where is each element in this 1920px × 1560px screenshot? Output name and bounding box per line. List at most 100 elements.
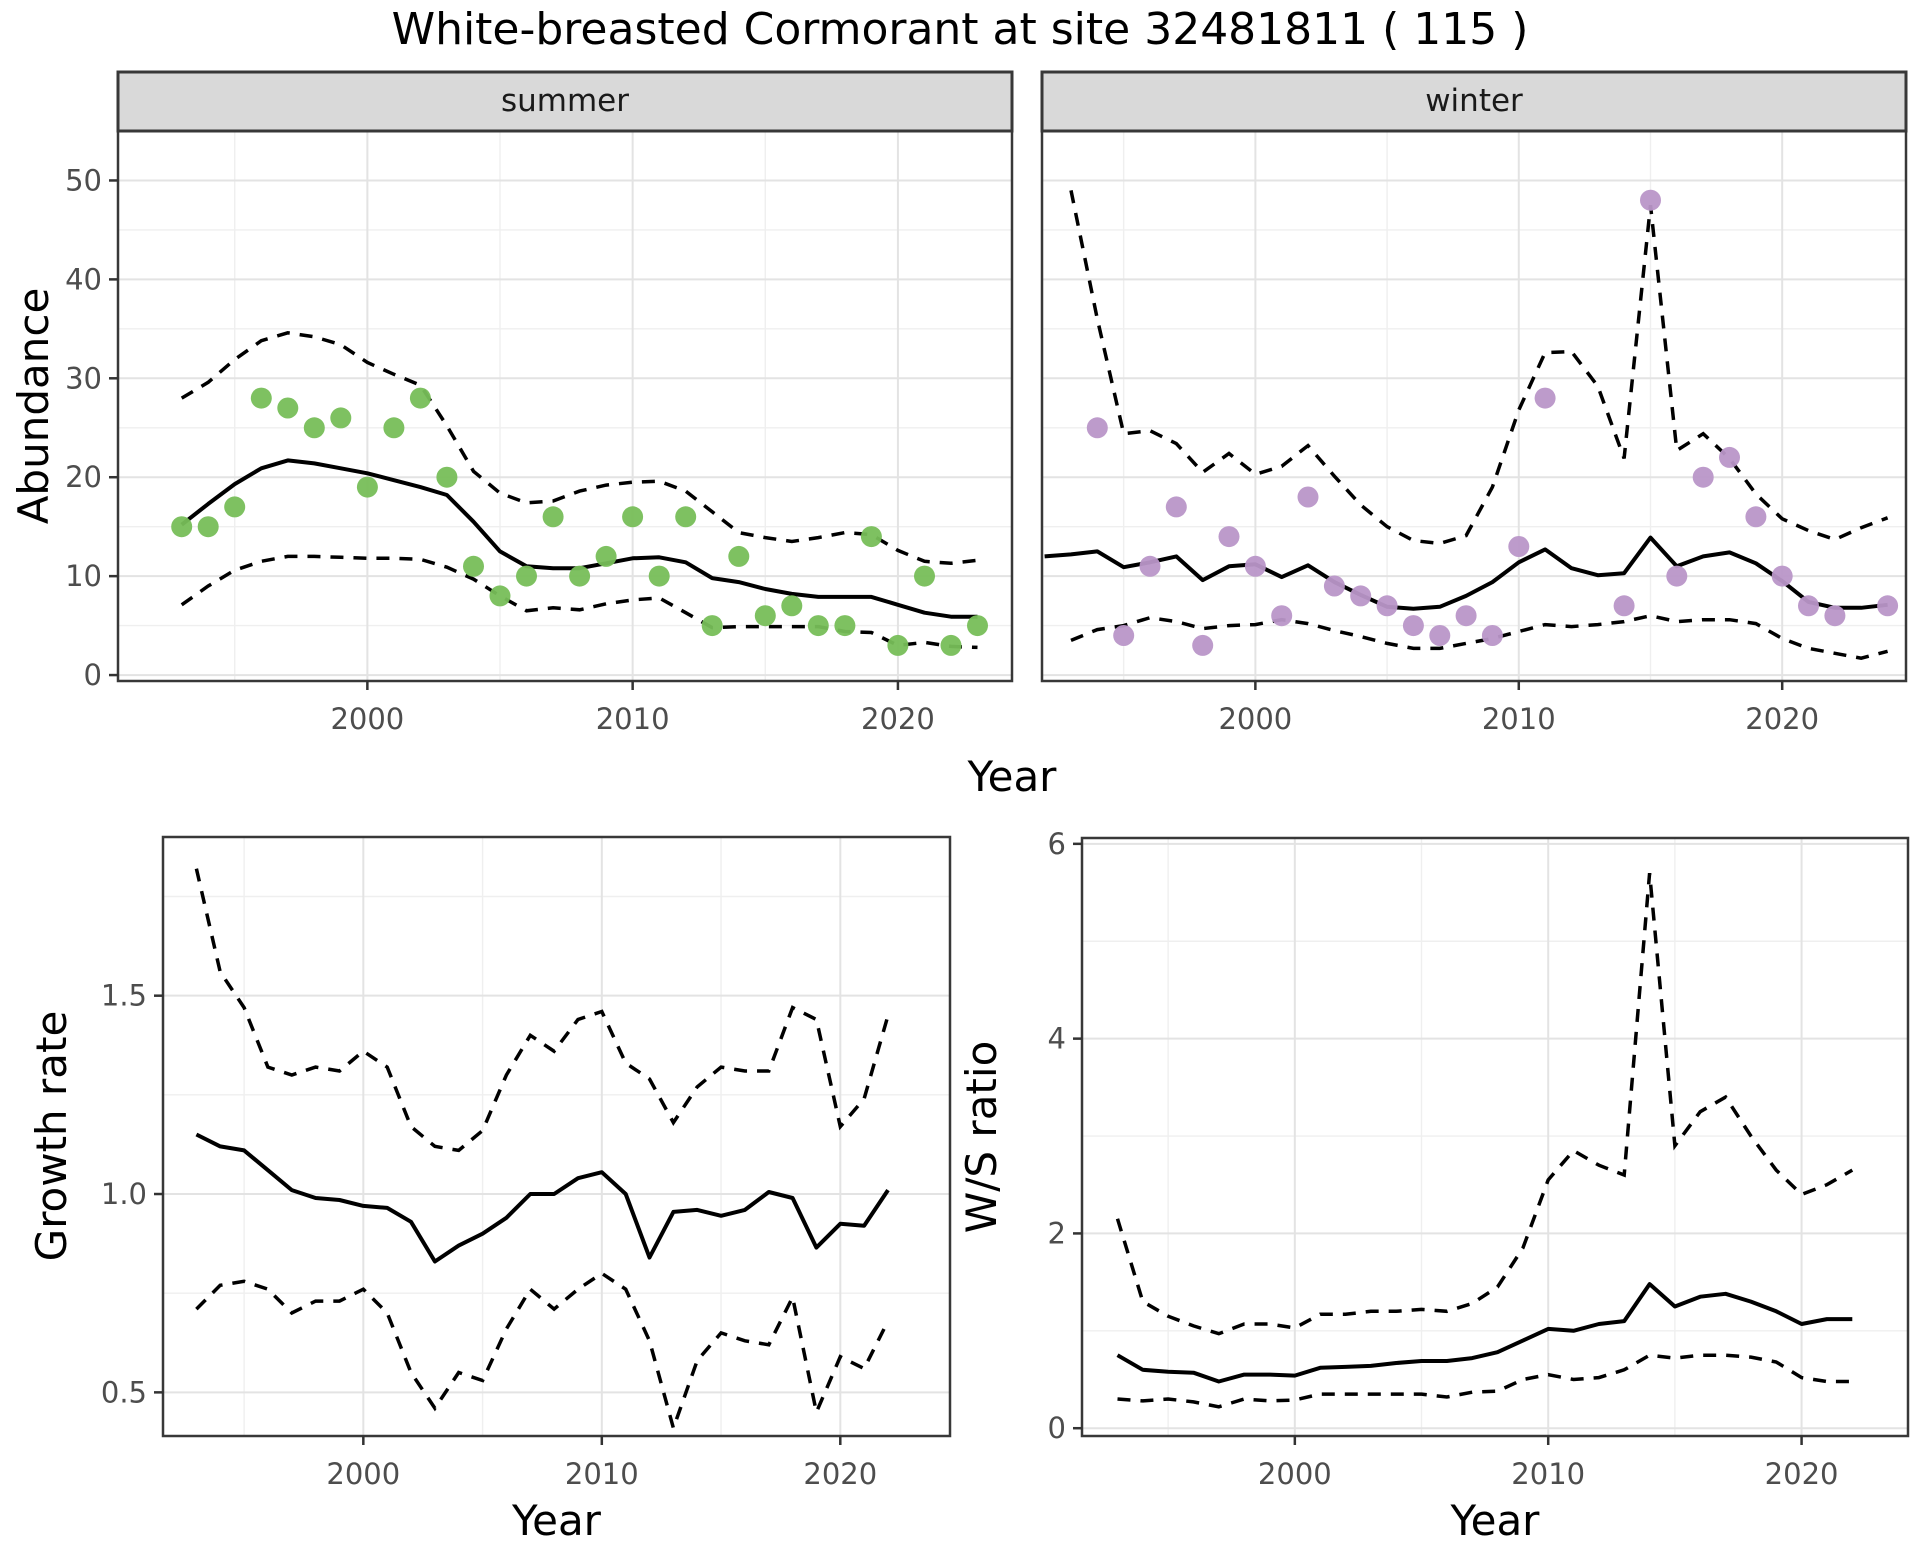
panel-border [161,835,952,1438]
abundance_winter-upper-ci-dashed-line [1069,190,1889,546]
data-point [1481,625,1503,646]
data-point [1192,634,1214,656]
data-point [1165,496,1187,518]
y-tick-label: 2 [1048,1216,1066,1250]
facet-strip-label-summer: summer [500,83,629,119]
x-tick-label: 2020 [803,1457,877,1491]
data-point [277,397,299,419]
ws_ratio-lower-ci-dashed-line [1117,1353,1853,1409]
data-point [675,506,697,528]
y-tick-label: 0.5 [101,1375,147,1409]
data-point [1534,387,1556,409]
data-point [1666,565,1688,587]
x-tick-label: 2000 [1218,702,1292,736]
data-point [728,545,750,567]
y-axis-title-abundance: Abundance [9,287,58,525]
x-tick-label: 2000 [330,702,404,736]
growth_rate-upper-ci-dashed-line [194,868,890,1153]
data-point [860,526,882,548]
data-point [1508,536,1530,557]
facet-strip-label-winter: winter [1425,83,1523,119]
ws_ratio-upper-ci-dashed-line [1115,872,1854,1336]
data-point [807,615,829,637]
y-tick-label: 40 [65,262,102,296]
data-point [940,634,962,656]
abundance_summer-panel: 2000 2010 2020 0 10 20 30 40 50 [65,70,1014,736]
data-point [1271,605,1293,627]
data-point [1798,595,1819,617]
data-point [1824,605,1846,627]
y-tick-label: 20 [65,460,102,494]
y-tick-label: 4 [1048,1022,1066,1056]
data-point [330,407,352,429]
abundance_winter-fit-line [1044,535,1888,611]
abundance_summer-points [171,387,988,656]
data-point [569,565,591,587]
data-point [1877,595,1899,617]
abundance_winter-panel: 2000 2010 2020 [1040,70,1908,736]
data-point [1113,625,1135,646]
data-point [356,476,378,498]
data-point [887,634,909,656]
data-point [1244,555,1266,577]
x-tick-label: 2010 [565,1457,639,1491]
growth_rate-lower-ci-dashed-line [195,1271,890,1434]
x-axis-title-year-top: Year [967,752,1057,801]
data-point [542,506,564,528]
data-point [1719,446,1740,468]
y-tick-label: 0 [1048,1411,1066,1445]
data-point [436,466,458,488]
data-point [1402,615,1424,637]
data-point [1745,506,1767,528]
x-tick-label: 2010 [1482,702,1556,736]
data-point [595,545,617,567]
data-point [622,506,644,528]
y-tick-label: 50 [65,163,102,197]
y-tick-label: 0 [84,658,102,692]
abundance_winter-points [1086,189,1899,656]
x-axis-title-year-ws: Year [1450,1496,1540,1545]
data-point [463,555,484,577]
data-point [1692,466,1714,488]
x-tick-label: 2000 [326,1457,400,1491]
data-point [383,417,405,439]
data-point [171,516,193,538]
ws_ratio-fit-line [1116,1282,1853,1384]
data-point [1429,625,1451,646]
data-point [1640,189,1661,211]
data-point [250,387,272,409]
x-tick-label: 2010 [596,702,670,736]
data-point [1376,595,1398,617]
y-tick-label: 1.5 [101,979,147,1013]
data-point [303,417,325,439]
data-point [1350,585,1372,607]
y-tick-label: 1.0 [101,1177,147,1211]
growth_rate-fit-line [195,1132,890,1264]
x-tick-label: 2010 [1511,1457,1585,1491]
ws_ratio-panel: 2000 2010 2020 0 2 4 6 [1048,827,1910,1491]
page-title: White-breasted Cormorant at site 3248181… [391,4,1529,55]
abundance_winter-lower-ci-dashed-line [1070,613,1889,660]
growth_rate-panel: 2000 2010 2020 0.5 1.0 1.5 [101,835,952,1491]
data-point [648,565,670,587]
data-point [701,615,723,637]
data-point [1139,555,1161,577]
data-point [1771,565,1793,587]
data-point [1455,605,1477,627]
data-point [409,387,431,409]
y-tick-label: 6 [1048,827,1066,861]
data-point [1086,417,1108,439]
y-tick-label: 10 [65,559,102,593]
data-point [489,585,511,607]
x-tick-label: 2000 [1258,1457,1332,1491]
y-axis-title-growth-rate: Growth rate [27,1010,76,1262]
facet-strip [116,70,1014,133]
data-point [781,595,803,617]
data-point [197,516,219,538]
data-point [1218,526,1240,548]
data-point [1323,575,1345,597]
x-tick-label: 2020 [861,702,935,736]
data-point [967,615,988,637]
y-axis-title-ws-ratio: W/S ratio [957,1040,1006,1234]
